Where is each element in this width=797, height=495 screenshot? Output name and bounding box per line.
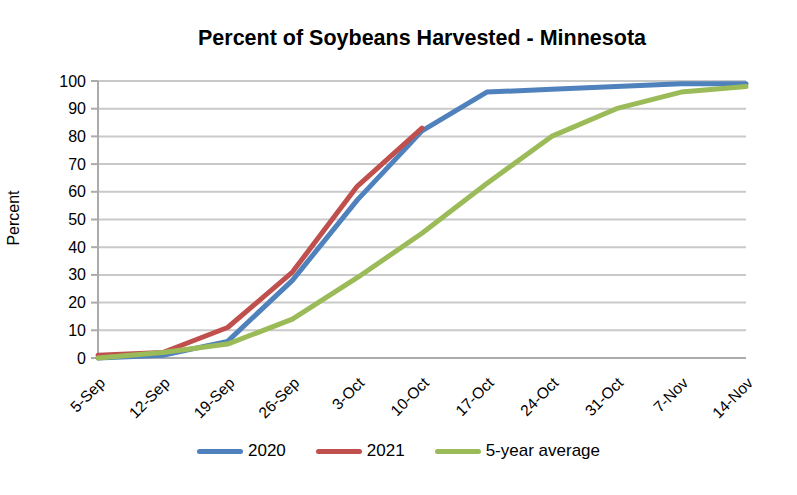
legend-line-swatch (435, 449, 481, 454)
x-tick-label: 19-Sep (190, 374, 237, 421)
legend-label: 5-year average (486, 441, 600, 461)
plot-area: 0 10 20 30 40 50 60 70 80 90 100 5-Sep 12-Sep 19-Sep 2… (0, 0, 797, 495)
y-tick-label: 50 (68, 211, 86, 228)
y-tick-label: 30 (68, 266, 86, 283)
y-tick-label: 60 (68, 183, 86, 200)
x-tick-label: 14-Nov (709, 374, 757, 422)
y-tick-label: 90 (68, 100, 86, 117)
series-line-0 (98, 84, 746, 358)
legend-label: 2021 (367, 441, 405, 461)
x-tick-label: 31-Oct (582, 374, 627, 419)
y-tick-label: 0 (77, 350, 86, 367)
legend-item-0: 2020 (197, 441, 286, 461)
y-tick-label: 80 (68, 128, 86, 145)
x-tick-label: 3-Oct (328, 374, 367, 413)
chart-container: Percent of Soybeans Harvested - Minnesot… (0, 0, 797, 495)
y-tick-label: 40 (68, 239, 86, 256)
legend-label: 2020 (248, 441, 286, 461)
x-tick-label: 5-Sep (67, 374, 108, 415)
x-tick-label: 24-Oct (517, 374, 562, 419)
y-tick-label: 20 (68, 294, 86, 311)
legend-line-swatch (197, 449, 243, 454)
x-tick-label: 10-Oct (387, 374, 432, 419)
legend-item-1: 2021 (316, 441, 405, 461)
y-tick-label: 100 (59, 73, 86, 90)
legend-line-swatch (316, 449, 362, 454)
y-tick-label: 70 (68, 156, 86, 173)
x-tick-label: 12-Sep (126, 374, 173, 421)
series-line-1 (98, 128, 422, 355)
x-tick-label: 17-Oct (452, 374, 497, 419)
y-tick-label: 10 (68, 322, 86, 339)
x-tick-label: 7-Nov (650, 374, 691, 415)
legend: 2020 2021 5-year average (0, 441, 797, 461)
x-tick-label: 26-Sep (255, 374, 302, 421)
legend-item-2: 5-year average (435, 441, 600, 461)
